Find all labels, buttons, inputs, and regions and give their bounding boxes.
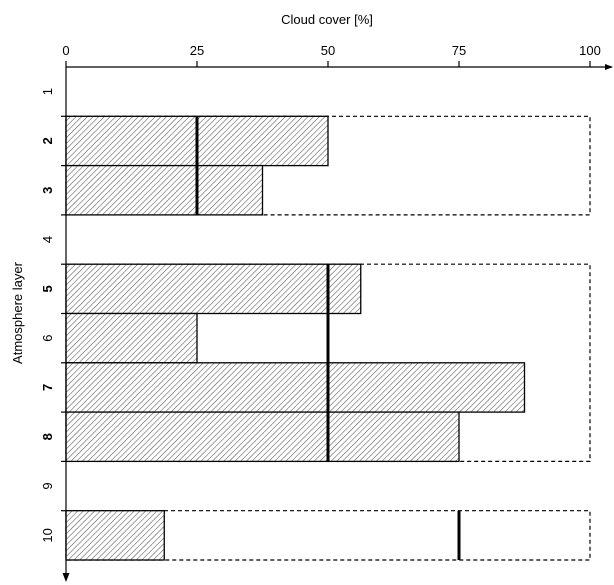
bar-layer-10 [65, 510, 165, 561]
y-axis-arrowhead [62, 573, 70, 582]
x-tick-label-100: 100 [579, 43, 601, 58]
y-tick-label-7: 7 [40, 384, 55, 391]
axes-group [62, 64, 613, 582]
y-tick-label-1: 1 [40, 88, 55, 95]
x-axis-title: Cloud cover [%] [281, 12, 373, 27]
bar-layer-3 [65, 164, 264, 216]
x-tick-label-75: 75 [452, 43, 466, 58]
y-tick-label-5: 5 [40, 285, 55, 292]
bar-layer-6 [65, 312, 198, 364]
y-tick-label-9: 9 [40, 482, 55, 489]
y-tick-label-8: 8 [40, 433, 55, 440]
bar-layer-7 [65, 362, 526, 413]
x-tick-group: 0 25 50 75 100 [62, 43, 601, 67]
bar-group [65, 115, 526, 561]
y-tick-label-6: 6 [40, 335, 55, 342]
x-tick-label-0: 0 [62, 43, 69, 58]
y-tick-label-2: 2 [40, 137, 55, 144]
bar-layer-8 [65, 411, 460, 463]
y-tick-group: 1 2 3 4 5 6 7 8 9 10 [40, 88, 66, 543]
x-tick-label-25: 25 [190, 43, 204, 58]
y-tick-label-10: 10 [40, 528, 55, 542]
y-tick-label-3: 3 [40, 187, 55, 194]
marker-group [195, 116, 461, 560]
y-axis-title: Atmosphere layer [10, 261, 25, 364]
y-tick-label-4: 4 [40, 236, 55, 243]
bar-layer-5 [65, 263, 362, 315]
x-tick-label-50: 50 [321, 43, 335, 58]
